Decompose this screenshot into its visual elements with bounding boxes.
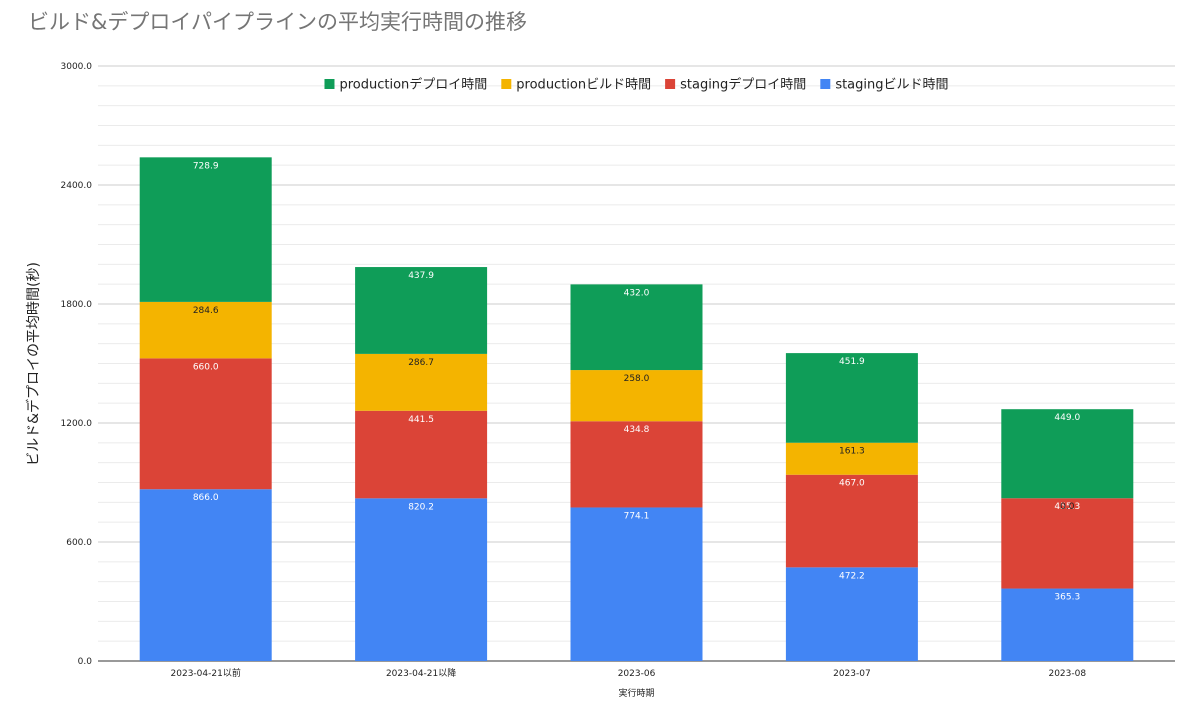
- data-label: 432.0: [624, 288, 650, 298]
- bar-segment: [570, 370, 703, 422]
- bar-segment: [785, 474, 918, 568]
- bar-segment: [1001, 588, 1134, 661]
- data-label: 660.0: [193, 362, 219, 372]
- data-label: 0.0: [1060, 502, 1075, 512]
- legend-label: stagingビルド時間: [835, 78, 948, 93]
- legend-swatch: [665, 79, 676, 89]
- legend-label: productionビルド時間: [516, 78, 651, 93]
- data-label: 728.9: [193, 161, 219, 171]
- data-label: 434.8: [624, 425, 650, 435]
- data-label: 286.7: [408, 358, 434, 368]
- data-label: 449.0: [1054, 413, 1080, 423]
- data-label: 467.0: [839, 479, 865, 489]
- data-label: 820.2: [408, 502, 434, 512]
- legend-label: productionデプロイ時間: [339, 77, 487, 93]
- bar-segment: [1001, 409, 1134, 499]
- y-tick-label: 1800.0: [61, 300, 93, 310]
- x-tick-label: 2023-04-21以前: [171, 667, 241, 679]
- bar-segment: [785, 442, 918, 475]
- bar-segment: [570, 421, 703, 508]
- axes: 0.0 600.0 1200.0 1800.0 2400.0 3000.0 2023-04-…: [25, 62, 1086, 699]
- legend-swatch: [820, 79, 831, 89]
- data-label: 365.3: [1054, 593, 1080, 603]
- x-axis-title: 実行時期: [618, 687, 654, 699]
- bar-segment: [355, 267, 488, 354]
- data-label: 258.0: [624, 374, 650, 384]
- x-tick-label: 2023-06: [618, 669, 656, 679]
- bar-segment: [785, 353, 918, 443]
- bar-segment: [355, 498, 488, 661]
- bar-segment: [355, 353, 488, 411]
- x-tick-label: 2023-07: [833, 669, 871, 679]
- data-label: 437.9: [408, 271, 434, 281]
- y-tick-label: 2400.0: [61, 181, 93, 191]
- y-tick-label: 600.0: [66, 538, 92, 548]
- bar-segment: [785, 567, 918, 661]
- legend-label: stagingデプロイ時間: [680, 77, 806, 93]
- data-label: 472.2: [839, 571, 865, 581]
- x-tick-label: 2023-04-21以降: [386, 667, 456, 679]
- data-label: 866.0: [193, 493, 219, 503]
- bar-segment: [139, 358, 272, 490]
- y-tick-label: 1200.0: [61, 419, 93, 429]
- bar-segment: [139, 301, 272, 359]
- x-tick-label: 2023-08: [1048, 669, 1086, 679]
- y-tick-label: 0.0: [78, 657, 93, 667]
- data-label: 455.3: [1054, 502, 1080, 512]
- data-label: 441.5: [408, 415, 434, 425]
- bar-segment: [139, 157, 272, 302]
- legend: productionデプロイ時間 productionビルド時間 stagingデプ…: [324, 77, 949, 93]
- bars: [139, 157, 1134, 661]
- legend-swatch: [501, 79, 512, 89]
- y-axis-title: ビルド&デプロイの平均時間(秒): [25, 262, 42, 466]
- data-label: 284.6: [193, 306, 219, 316]
- data-label: 451.9: [839, 357, 865, 367]
- y-tick-label: 3000.0: [61, 62, 93, 72]
- legend-swatch: [324, 79, 335, 89]
- bar-segment: [139, 489, 272, 661]
- bar-segment: [570, 507, 703, 661]
- chart-title: ビルド&デプロイパイプラインの平均実行時間の推移: [28, 10, 527, 34]
- bar-segment: [1001, 498, 1134, 589]
- data-label: 774.1: [624, 511, 650, 521]
- data-label: 161.3: [839, 447, 865, 457]
- data-labels: 866.0 660.0 284.6 728.9 820.2 441.5 286.7 437.9…: [193, 161, 1081, 602]
- bar-segment: [355, 410, 488, 499]
- bar-segment: [570, 284, 703, 371]
